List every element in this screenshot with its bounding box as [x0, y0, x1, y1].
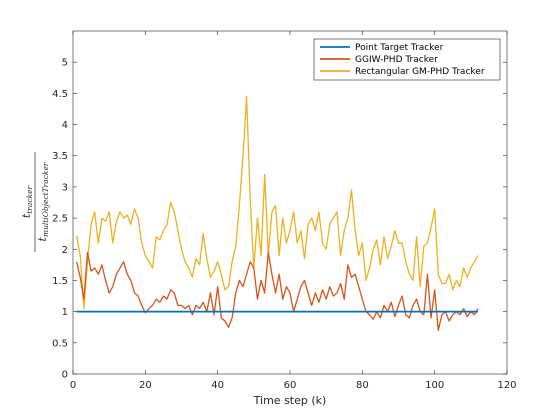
svg-text:tmultiObjectTracker: tmultiObjectTracker	[36, 162, 50, 241]
y-label-denominator-sub: multiObjectTracker	[41, 162, 50, 237]
legend-label: Point Target Tracker	[355, 43, 444, 53]
plot-area	[73, 31, 507, 374]
x-tick-label: 120	[497, 380, 516, 391]
y-label-numerator-sub: tracker	[25, 185, 34, 213]
legend-label: Rectangular GM-PHD Tracker	[355, 67, 485, 77]
y-label-numerator: t	[20, 213, 33, 218]
y-axis: 0 0.5 1 1.5 2 2.5 3 3.5 4 4.5 5	[52, 58, 507, 381]
y-tick-label: 0.5	[52, 338, 68, 349]
y-tick-label: 0	[62, 370, 68, 381]
x-tick-label: 100	[425, 380, 444, 391]
y-tick-label: 3.5	[52, 151, 68, 162]
x-axis: 0 20 40 60 80 100 120	[70, 31, 517, 391]
x-tick-label: 60	[284, 380, 297, 391]
legend-label: GGIW-PHD Tracker	[355, 55, 438, 65]
x-tick-label: 80	[356, 380, 369, 391]
y-tick-label: 2	[62, 245, 68, 256]
legend-item-rectangular-gm-phd: Rectangular GM-PHD Tracker	[320, 67, 485, 77]
legend: Point Target Tracker GGIW-PHD Tracker Re…	[313, 38, 501, 81]
y-tick-label: 4	[62, 120, 68, 131]
y-tick-label: 5	[62, 58, 68, 69]
y-tick-label: 3	[62, 182, 68, 193]
y-tick-label: 1	[62, 307, 68, 318]
svg-text:ttracker: ttracker	[20, 185, 34, 218]
y-tick-label: 4.5	[52, 89, 68, 100]
y-tick-label: 1.5	[52, 276, 68, 287]
x-tick-label: 20	[139, 380, 152, 391]
y-axis-label: ttracker tmultiObjectTracker	[20, 152, 50, 252]
legend-item-ggiw-phd: GGIW-PHD Tracker	[320, 55, 438, 65]
y-label-denominator: t	[36, 236, 49, 241]
x-tick-label: 40	[211, 380, 224, 391]
y-tick-label: 2.5	[52, 214, 68, 225]
series-layer	[75, 95, 479, 332]
x-tick-label: 0	[70, 380, 76, 391]
x-axis-label: Time step (k)	[253, 394, 327, 407]
series-line-rectangular-gm-phd-tracker	[75, 95, 479, 310]
legend-item-point-target: Point Target Tracker	[320, 43, 444, 53]
